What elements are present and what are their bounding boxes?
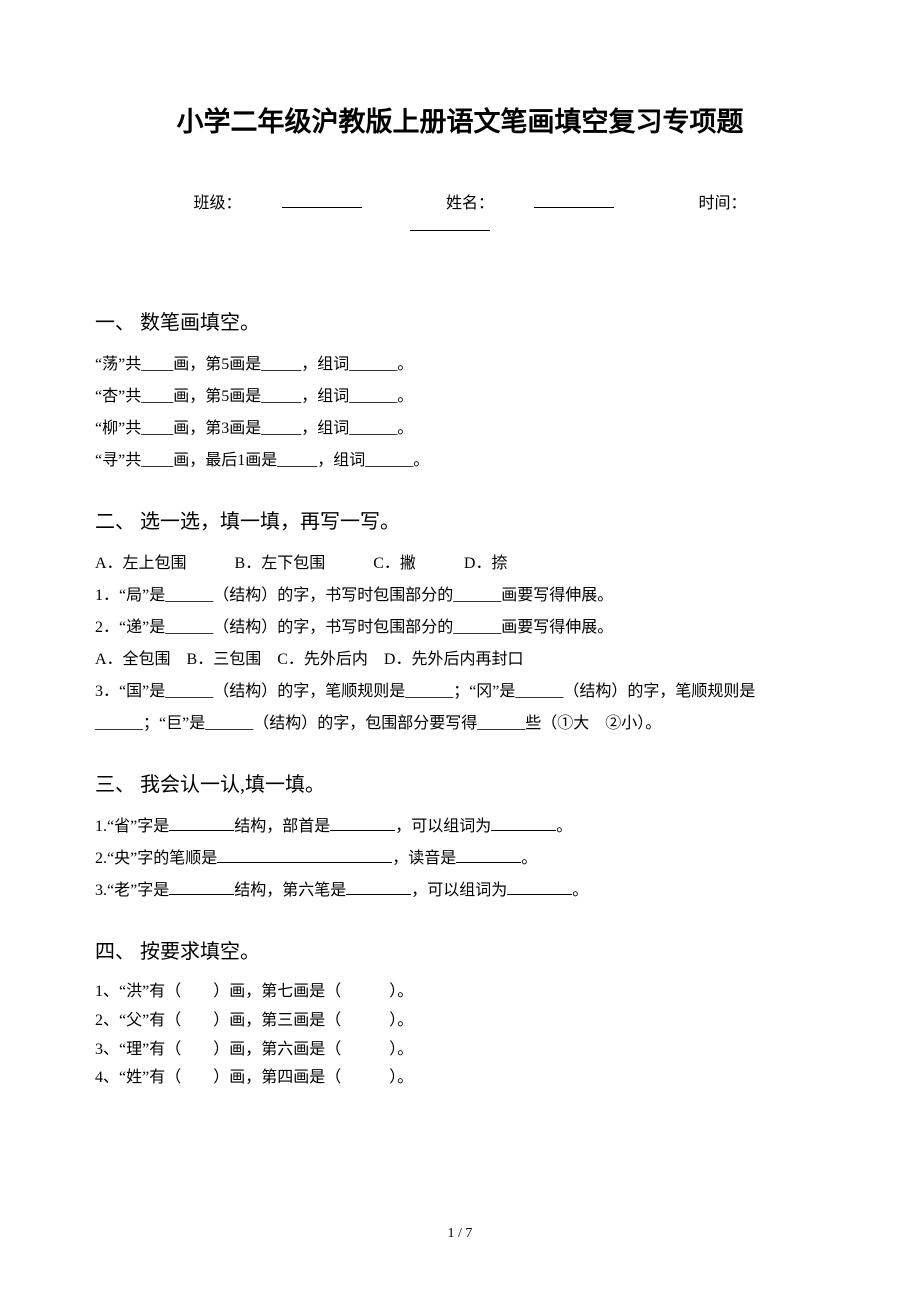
section-4-q4: 4、“姓”有（ ）画，第四画是（ ）。 xyxy=(95,1064,825,1093)
section-3-title: 三、 我会认一认,填一填。 xyxy=(95,768,825,797)
name-label: 姓名： xyxy=(426,195,634,212)
section-1-q2: “杏”共____画，第5画是_____，组词______。 xyxy=(95,381,825,413)
section-3-q1: 1.“省”字是结构，部首是，可以组词为。 xyxy=(95,811,825,843)
section-4-q3: 3、“理”有（ ）画，第六画是（ ）。 xyxy=(95,1036,825,1065)
section-2-q2: 2．“递”是______（结构）的字，书写时包围部分的______画要写得伸展。 xyxy=(95,612,825,644)
info-line: 班级： 姓名： 时间： xyxy=(95,189,825,236)
section-4-q1: 1、“洪”有（ ）画，第七画是（ ）。 xyxy=(95,978,825,1007)
section-2-options2: A．全包围 B．三包围 C．先外后内 D．先外后内再封口 xyxy=(95,644,825,676)
document-title: 小学二年级沪教版上册语文笔画填空复习专项题 xyxy=(95,100,825,139)
section-1-q1: “荡”共____画，第5画是_____，组词______。 xyxy=(95,349,825,381)
section-3-q2: 2.“央”字的笔顺是，读音是。 xyxy=(95,843,825,875)
section-2-q3: 3．“国”是______（结构）的字，笔顺规则是______；“冈”是_____… xyxy=(95,676,825,740)
section-3-q3: 3.“老”字是结构，第六笔是，可以组词为。 xyxy=(95,875,825,907)
section-4-title: 四、 按要求填空。 xyxy=(95,935,825,964)
section-1-q3: “柳”共____画，第3画是_____，组词______。 xyxy=(95,413,825,445)
section-2-q1: 1．“局”是______（结构）的字，书写时包围部分的______画要写得伸展。 xyxy=(95,580,825,612)
section-1-title: 一、 数笔画填空。 xyxy=(95,306,825,335)
section-1-q4: “寻”共____画，最后1画是_____，组词______。 xyxy=(95,445,825,477)
section-4-q2: 2、“父”有（ ）画，第三画是（ ）。 xyxy=(95,1007,825,1036)
page-number: 1 / 7 xyxy=(0,1226,920,1242)
class-label: 班级： xyxy=(174,195,382,212)
section-2-options1: A．左上包围 B．左下包围 C．撇 D．捺 xyxy=(95,548,825,580)
section-2-title: 二、 选一选，填一填，再写一写。 xyxy=(95,505,825,534)
